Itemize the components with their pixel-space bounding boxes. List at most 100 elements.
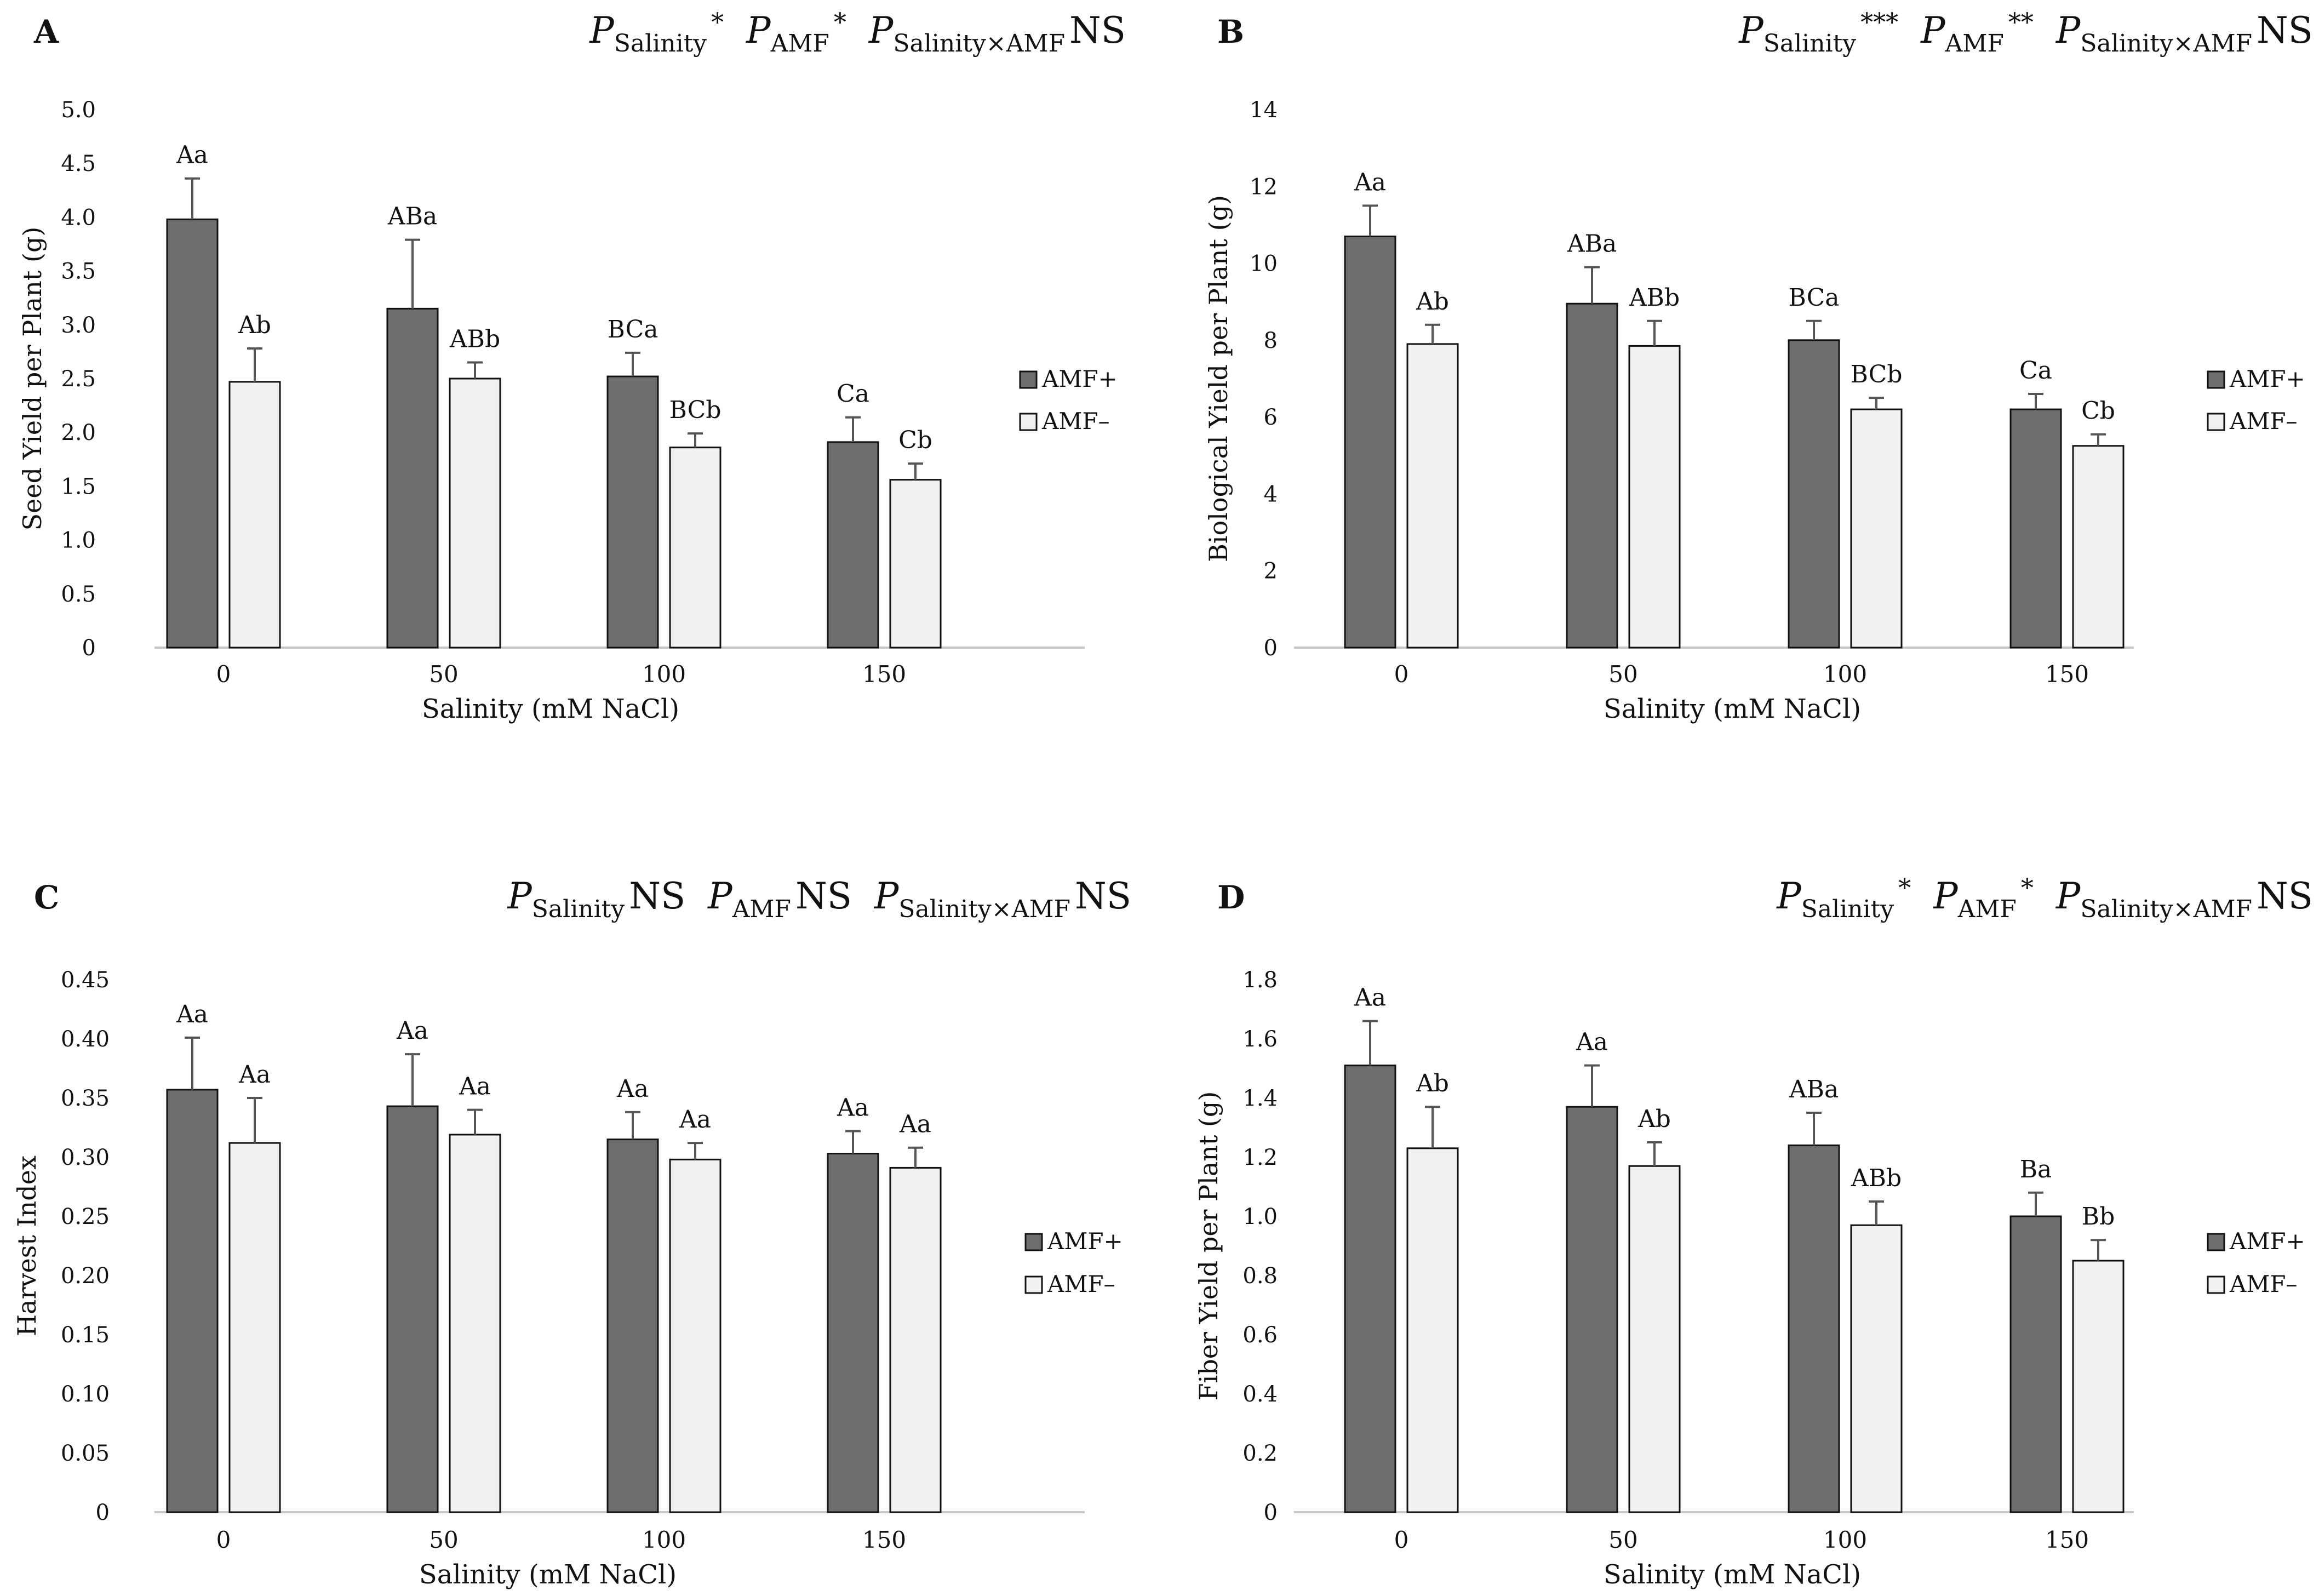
y-tick-label: 0.2 bbox=[1242, 1441, 1278, 1466]
bar-amf-minus bbox=[669, 1158, 722, 1513]
stat-p: P bbox=[746, 9, 771, 52]
y-tick-label: 5.0 bbox=[61, 98, 96, 123]
bar-amf-plus bbox=[2009, 1215, 2062, 1513]
stat-spacer bbox=[724, 9, 735, 52]
bar-amf-plus bbox=[2009, 408, 2062, 649]
x-tick-label: 100 bbox=[1823, 1526, 1867, 1553]
y-tick-label: 1.2 bbox=[1242, 1145, 1278, 1170]
x-tick-label: 0 bbox=[216, 661, 231, 688]
bar-amf-minus bbox=[2072, 1260, 2125, 1513]
y-tick-label: 0.10 bbox=[61, 1382, 110, 1407]
significance-letter: Aa bbox=[899, 1111, 931, 1139]
legend-label: AMF+ bbox=[1041, 365, 1118, 392]
bar-amf-plus bbox=[1788, 339, 1840, 649]
significance-letter: Aa bbox=[238, 1061, 271, 1089]
y-tick-label: 0 bbox=[96, 1500, 110, 1525]
y-tick-label: 0.40 bbox=[61, 1027, 110, 1052]
stat-subscript: AMF bbox=[732, 895, 791, 923]
bar-amf-plus bbox=[386, 1105, 439, 1513]
x-tick-label: 0 bbox=[1394, 1526, 1409, 1553]
stat-subscript: AMF bbox=[770, 30, 829, 58]
x-axis-title: Salinity (mM NaCl) bbox=[419, 1559, 677, 1590]
significance-letter: ABb bbox=[449, 325, 500, 353]
significance-letter: BCb bbox=[1851, 361, 1903, 388]
stat-significance: * bbox=[834, 7, 846, 37]
stat-subscript: AMF bbox=[1945, 30, 2004, 58]
stat-significance: NS bbox=[1069, 9, 1126, 52]
stat-p: P bbox=[1738, 9, 1764, 52]
significance-letter: Ab bbox=[1416, 1069, 1449, 1097]
legend-swatch bbox=[2207, 413, 2225, 431]
bar-amf-plus bbox=[386, 307, 439, 649]
legend-label: AMF+ bbox=[1047, 1228, 1123, 1255]
y-tick-label: 0 bbox=[82, 636, 96, 661]
y-tick-label: 6 bbox=[1264, 405, 1278, 430]
stat-p: P bbox=[589, 9, 615, 52]
significance-letter: Ab bbox=[238, 311, 271, 339]
stat-p: P bbox=[507, 875, 532, 917]
significance-letter: BCa bbox=[607, 316, 658, 344]
significance-letter: BCa bbox=[1788, 284, 1839, 312]
stat-significance: * bbox=[711, 7, 724, 37]
y-tick-label: 0 bbox=[1264, 636, 1278, 661]
panel-label: B bbox=[1217, 13, 1244, 50]
legend-swatch bbox=[2207, 1233, 2225, 1251]
significance-letter: Ca bbox=[2019, 357, 2052, 385]
x-tick-label: 50 bbox=[1608, 661, 1637, 688]
stat-p: P bbox=[868, 9, 894, 52]
stat-spacer bbox=[1898, 9, 1910, 52]
significance-letter: Cb bbox=[898, 426, 932, 454]
x-tick-label: 100 bbox=[1823, 661, 1867, 688]
significance-letter: Aa bbox=[837, 1094, 869, 1122]
significance-letter: Ab bbox=[1637, 1105, 1671, 1133]
bar-amf-plus bbox=[1566, 1106, 1618, 1513]
bar-amf-minus bbox=[1406, 1147, 1459, 1513]
y-axis-title: Seed Yield per Plant (g) bbox=[18, 227, 47, 531]
legend-swatch bbox=[1019, 370, 1038, 389]
x-tick-label: 50 bbox=[429, 1526, 458, 1553]
legend-swatch bbox=[1024, 1233, 1043, 1251]
stats-annotation: PSalinity* PAMF* PSalinity×AMF NS bbox=[1776, 873, 2313, 923]
stat-significance: * bbox=[1898, 873, 1911, 902]
x-tick-label: 50 bbox=[429, 661, 458, 688]
x-axis-title: Salinity (mM NaCl) bbox=[422, 694, 679, 724]
bar-amf-plus bbox=[827, 1153, 879, 1513]
bar-amf-minus bbox=[449, 1134, 501, 1513]
x-tick-label: 50 bbox=[1608, 1526, 1637, 1553]
bar-amf-plus bbox=[827, 441, 879, 649]
y-tick-label: 1.6 bbox=[1242, 1027, 1278, 1052]
stat-subscript: Salinity×AMF bbox=[898, 895, 1070, 923]
y-tick-label: 4.0 bbox=[61, 205, 96, 230]
stat-significance: ** bbox=[2008, 7, 2034, 37]
y-axis-title: Biological Yield per Plant (g) bbox=[1204, 195, 1233, 562]
x-tick-label: 150 bbox=[2045, 1526, 2089, 1553]
x-tick-label: 150 bbox=[2045, 661, 2089, 688]
bar-amf-minus bbox=[1628, 1165, 1681, 1513]
legend-swatch bbox=[2207, 370, 2225, 389]
bar-amf-plus bbox=[1788, 1144, 1840, 1513]
y-tick-label: 1.4 bbox=[1242, 1086, 1278, 1111]
stat-significance: NS bbox=[2257, 9, 2313, 52]
stat-significance: NS bbox=[629, 875, 685, 917]
x-tick-label: 150 bbox=[862, 661, 906, 688]
stat-subscript: Salinity×AMF bbox=[2080, 895, 2252, 923]
significance-letter: Ca bbox=[837, 380, 869, 408]
y-tick-label: 1.8 bbox=[1242, 968, 1278, 993]
stat-subscript: Salinity×AMF bbox=[893, 30, 1065, 58]
stat-subscript: Salinity bbox=[1801, 895, 1894, 923]
y-tick-label: 0.8 bbox=[1242, 1263, 1278, 1289]
significance-letter: ABb bbox=[1629, 284, 1680, 312]
significance-letter: Aa bbox=[679, 1106, 711, 1134]
y-axis-title: Fiber Yield per Plant (g) bbox=[1194, 1091, 1223, 1401]
bar-amf-plus bbox=[1566, 302, 1618, 649]
panel-label: C bbox=[34, 879, 59, 916]
stat-p: P bbox=[2055, 875, 2081, 917]
y-tick-label: 0.45 bbox=[61, 968, 110, 993]
y-tick-label: 2.0 bbox=[61, 420, 96, 445]
y-tick-label: 0.5 bbox=[61, 582, 96, 607]
stat-significance: * bbox=[2021, 873, 2034, 902]
legend-label: AMF– bbox=[1047, 1271, 1115, 1297]
y-tick-label: 4 bbox=[1264, 482, 1278, 507]
chart-panel-d: D PSalinity* PAMF* PSalinity×AMF NS Fiber … bbox=[1194, 873, 2313, 1590]
bar-amf-minus bbox=[2072, 445, 2125, 649]
